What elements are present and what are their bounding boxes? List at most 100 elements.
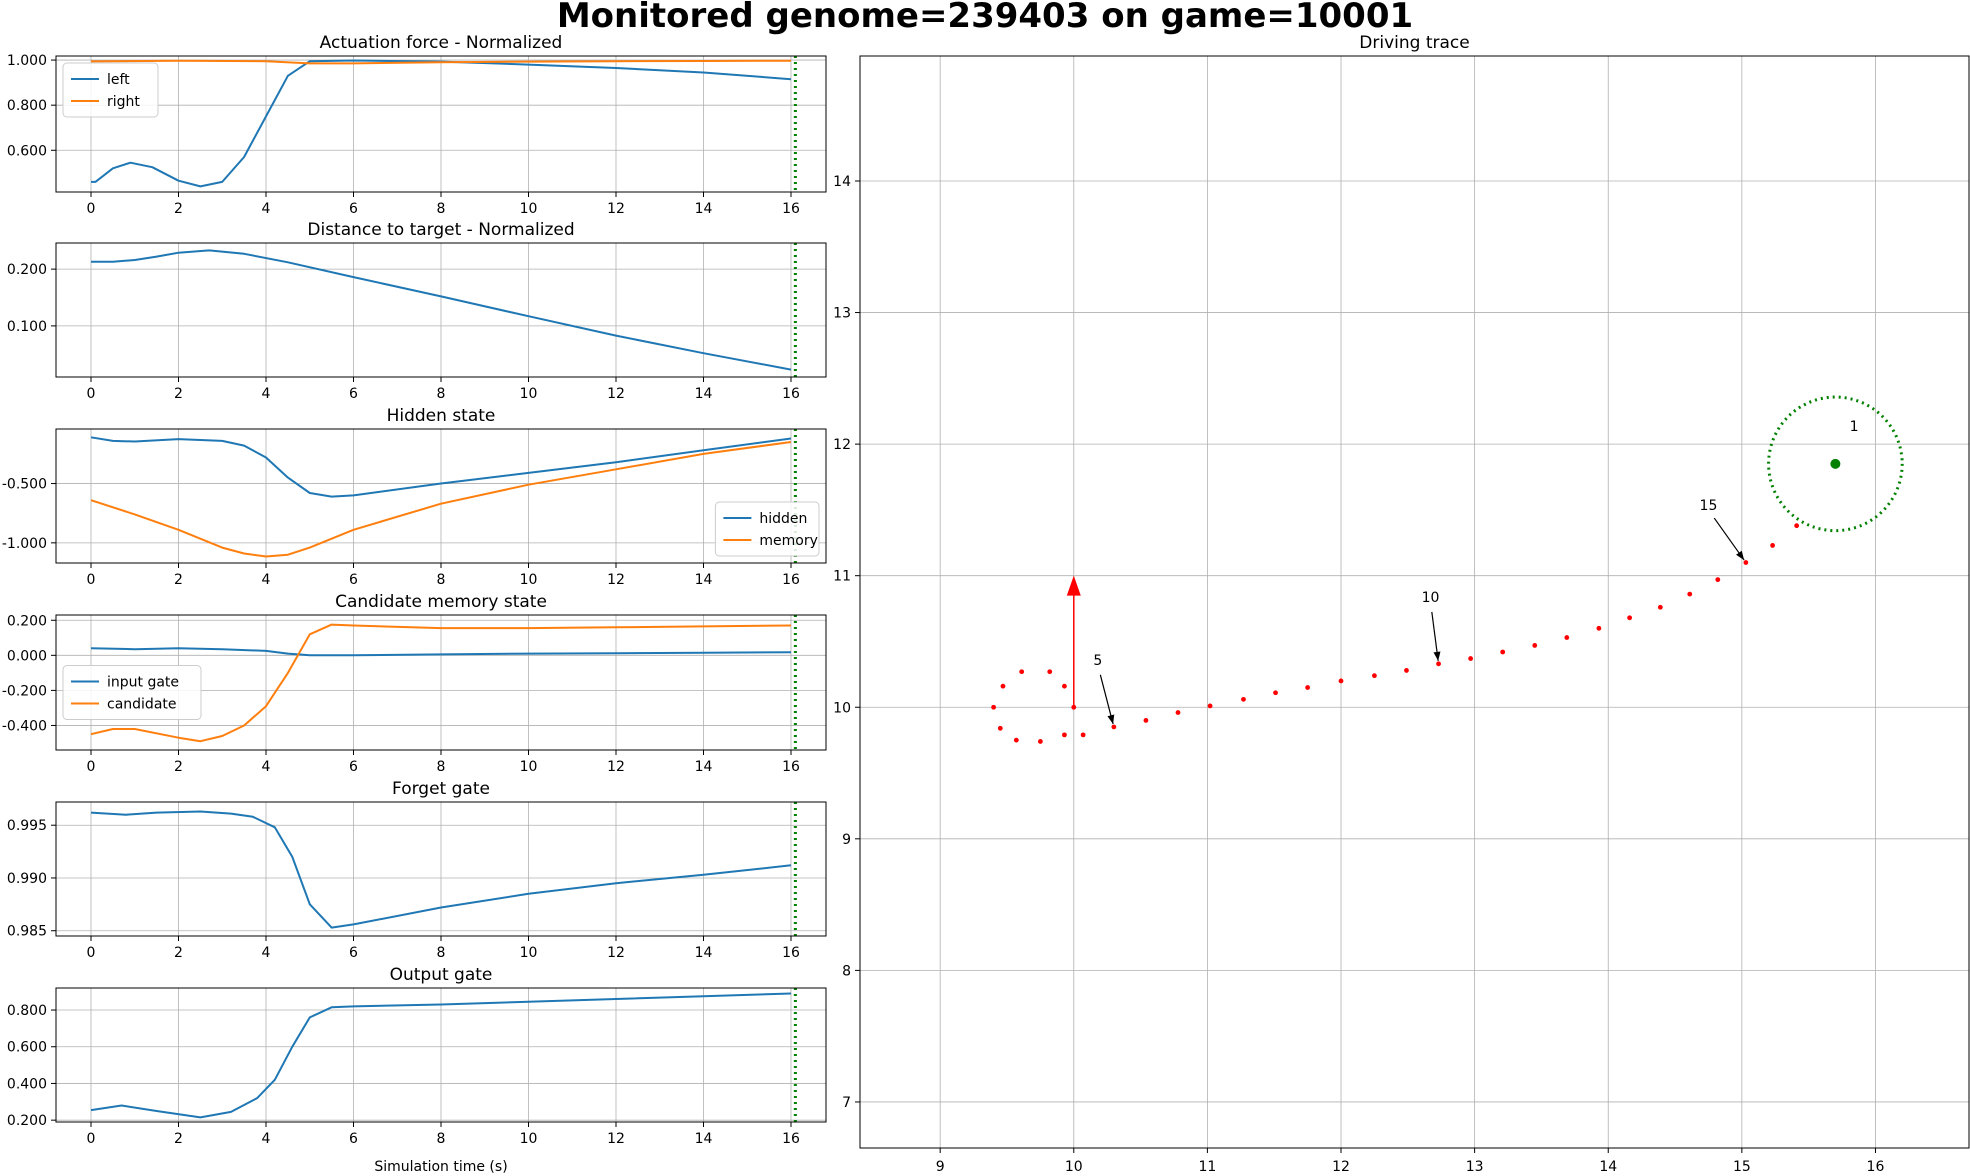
y-tick-label: 7 xyxy=(842,1095,851,1111)
x-tick-label: 2 xyxy=(174,945,183,961)
annotation-arrow-head xyxy=(1736,550,1745,561)
trace-point xyxy=(1743,560,1749,565)
x-axis-label: Simulation time (s) xyxy=(374,1159,507,1175)
trace-point xyxy=(1770,543,1775,548)
x-tick-label: 8 xyxy=(437,759,446,775)
y-tick-label: 0.200 xyxy=(7,262,47,278)
y-tick-label: 0.000 xyxy=(7,648,47,664)
trace-point xyxy=(991,704,997,710)
x-tick-label: 16 xyxy=(782,572,800,588)
x-tick-label: 4 xyxy=(262,759,271,775)
figure-title: Monitored genome=239403 on game=10001 xyxy=(557,0,1413,36)
trace-annotation-label: 15 xyxy=(1700,498,1718,514)
x-tick-label: 0 xyxy=(87,572,96,588)
y-tick-label: 10 xyxy=(833,700,851,716)
subplot-2: 0 2 4 6 8 10 12 14 16 -1.000 -0.500 Hidden state hid… xyxy=(2,406,827,588)
x-tick-label: 0 xyxy=(87,201,96,217)
x-tick-label: 6 xyxy=(349,759,358,775)
trace-point xyxy=(1436,661,1441,667)
trace-point xyxy=(1305,685,1311,690)
trace-point xyxy=(997,725,1003,731)
x-tick-label: 12 xyxy=(1332,1159,1350,1175)
trace-point xyxy=(1338,678,1344,684)
y-tick-label: -0.400 xyxy=(2,718,47,734)
x-tick-label: 14 xyxy=(695,386,713,402)
x-tick-label: 13 xyxy=(1466,1159,1484,1175)
legend-box xyxy=(714,501,820,557)
y-tick-label: 8 xyxy=(842,963,851,979)
series-line-left xyxy=(91,59,792,188)
subplot-title: Forget gate xyxy=(392,779,490,799)
trace-annotation-label: 1 xyxy=(1850,419,1859,435)
y-tick-label: -0.200 xyxy=(2,683,47,699)
series-line-input-gate xyxy=(90,647,792,657)
x-tick-label: 2 xyxy=(174,1131,183,1147)
x-tick-label: 2 xyxy=(174,386,183,402)
trace-point xyxy=(1111,724,1117,730)
trace-point xyxy=(1071,704,1077,710)
annotation-arrow-head xyxy=(1107,714,1115,725)
trace-point xyxy=(1500,649,1506,655)
x-tick-label: 8 xyxy=(437,572,446,588)
trace-point xyxy=(1013,737,1019,743)
trace-point xyxy=(1062,683,1067,689)
x-tick-label: 10 xyxy=(520,1131,538,1147)
x-tick-label: 10 xyxy=(520,386,538,402)
legend-box xyxy=(62,665,202,720)
subplot-title: Distance to target - Normalized xyxy=(307,220,574,240)
subplot-1: 0 2 4 6 8 10 12 14 16 0.100 0.200 Distance to targe… xyxy=(7,220,827,402)
x-tick-label: 9 xyxy=(936,1159,945,1175)
legend-label: input gate xyxy=(107,675,179,691)
x-tick-label: 6 xyxy=(349,201,358,217)
trace-point xyxy=(1037,739,1043,744)
subplot-5: 0 2 4 6 8 10 12 14 16 0.200 0.400 0.600 0.800 Output … xyxy=(7,965,827,1175)
trace-point xyxy=(1715,577,1721,583)
x-tick-label: 10 xyxy=(520,201,538,217)
y-tick-label: 13 xyxy=(833,306,851,322)
x-tick-label: 8 xyxy=(437,201,446,217)
subplot-3: 0 2 4 6 8 10 12 14 16 -0.400 -0.200 0.000 0.200 Candi… xyxy=(2,592,827,775)
x-tick-label: 14 xyxy=(695,1131,713,1147)
y-tick-label: 11 xyxy=(833,569,851,585)
y-tick-label: 0.600 xyxy=(7,143,47,159)
x-tick-label: 14 xyxy=(695,759,713,775)
y-tick-label: 0.600 xyxy=(7,1040,47,1056)
x-tick-label: 12 xyxy=(607,201,625,217)
series-line-memory xyxy=(90,441,792,558)
y-tick-label: 12 xyxy=(833,437,851,453)
trace-point xyxy=(1657,604,1663,610)
x-tick-label: 10 xyxy=(520,572,538,588)
annotation-arrow-head xyxy=(1433,651,1441,661)
subplot-title: Hidden state xyxy=(387,406,496,426)
legend-box xyxy=(62,62,159,118)
x-tick-label: 2 xyxy=(174,759,183,775)
x-tick-label: 4 xyxy=(262,945,271,961)
y-tick-label: 1.000 xyxy=(7,53,47,69)
x-tick-label: 2 xyxy=(174,572,183,588)
trace-point xyxy=(1175,710,1181,715)
x-tick-label: 12 xyxy=(607,572,625,588)
x-tick-label: 4 xyxy=(262,1131,271,1147)
y-tick-label: 14 xyxy=(833,174,851,190)
y-tick-label: 0.800 xyxy=(7,1003,47,1019)
x-tick-label: 16 xyxy=(782,759,800,775)
trace-point xyxy=(1062,732,1067,738)
x-tick-label: 16 xyxy=(782,1131,800,1147)
subplot-4: 0 2 4 6 8 10 12 14 16 0.985 0.990 0.995 Forget gate xyxy=(7,779,827,961)
y-tick-label: -0.500 xyxy=(2,477,47,493)
legend-label: right xyxy=(107,94,140,110)
subplot-title: Output gate xyxy=(390,965,493,985)
x-tick-label: 10 xyxy=(520,945,538,961)
x-tick-label: 15 xyxy=(1733,1159,1751,1175)
trace-point xyxy=(1372,673,1377,679)
series-line-right xyxy=(90,59,792,65)
target-area-circle xyxy=(1767,395,1904,533)
x-tick-label: 6 xyxy=(349,386,358,402)
legend-label: hidden xyxy=(759,511,807,527)
x-tick-label: 16 xyxy=(1867,1159,1885,1175)
y-tick-label: 0.995 xyxy=(7,818,47,834)
x-tick-label: 6 xyxy=(349,1131,358,1147)
series-line-0 xyxy=(90,810,792,929)
y-tick-label: 0.100 xyxy=(7,319,47,335)
